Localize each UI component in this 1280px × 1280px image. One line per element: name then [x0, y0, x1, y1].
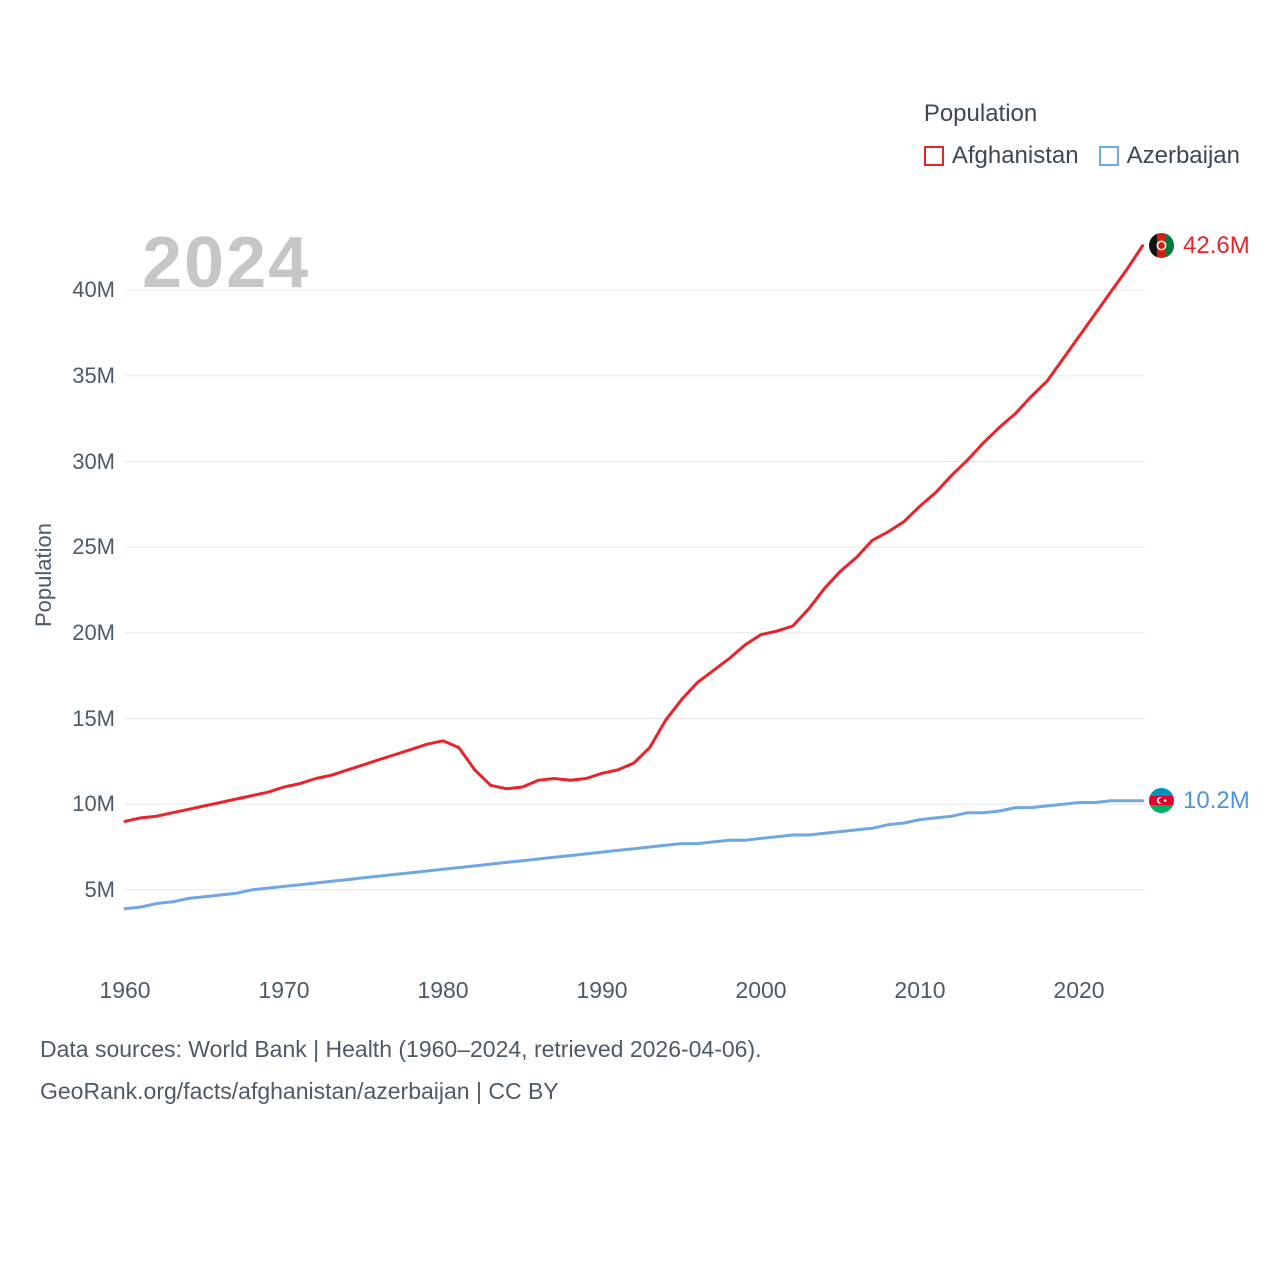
x-tick-label: 2010: [894, 977, 946, 1003]
afghanistan-end-value: 42.6M: [1183, 232, 1250, 259]
y-tick-label: 30M: [72, 449, 115, 474]
legend-items: Afghanistan Azerbaijan: [923, 142, 1240, 170]
azerbaijan-end-value: 10.2M: [1183, 787, 1250, 814]
afghanistan-swatch-icon: [923, 146, 944, 166]
y-tick-label: 35M: [72, 363, 115, 388]
y-tick-label: 20M: [72, 620, 115, 645]
y-tick-label: 40M: [72, 277, 115, 302]
y-tick-label: 25M: [72, 534, 115, 559]
y-tick-label: 15M: [72, 706, 115, 731]
legend-item-afghanistan[interactable]: Afghanistan: [923, 142, 1079, 170]
attribution-link[interactable]: GeoRank.org/facts/afghanistan/azerbaijan…: [40, 1078, 559, 1104]
x-tick-label: 2020: [1053, 977, 1105, 1003]
legend-label-azerbaijan: Azerbaijan: [1126, 142, 1240, 169]
x-tick-label: 1970: [258, 977, 310, 1003]
series-line-afghanistan[interactable]: [123, 244, 1145, 823]
afghanistan-flag-icon: [1148, 232, 1175, 259]
x-tick-label: 1990: [576, 977, 628, 1003]
azerbaijan-flag-icon: [1148, 787, 1175, 814]
x-tick-label: 1960: [99, 977, 151, 1003]
series-line-azerbaijan[interactable]: [123, 799, 1145, 911]
y-tick-label: 5M: [84, 877, 115, 902]
legend-label-afghanistan: Afghanistan: [951, 142, 1079, 169]
azerbaijan-swatch-icon: [1098, 146, 1119, 166]
year-watermark: 2024: [142, 223, 311, 303]
data-sources-text: Data sources: World Bank | Health (1960–…: [40, 1036, 762, 1062]
legend-item-azerbaijan[interactable]: Azerbaijan: [1098, 142, 1240, 170]
legend: Population Afghanistan Azerbaijan: [923, 100, 1240, 170]
x-tick-label: 1980: [417, 977, 469, 1003]
x-tick-label: 2000: [735, 977, 787, 1003]
legend-title: Population: [923, 100, 1038, 127]
y-tick-label: 10M: [72, 791, 115, 816]
